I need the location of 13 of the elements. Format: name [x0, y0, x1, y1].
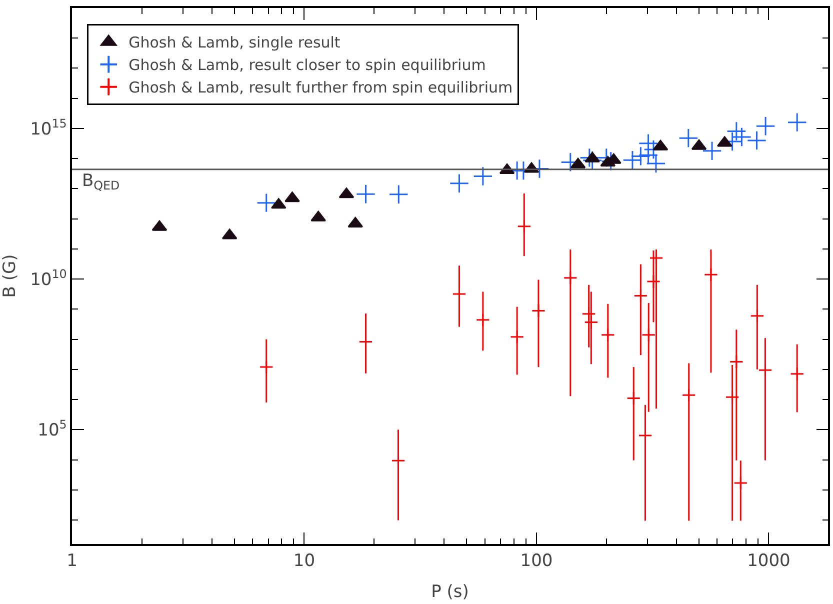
x-axis-title: P (s) [431, 582, 469, 602]
y-tick-label: 10$^{15}$ [30, 116, 67, 140]
legend-label: Ghosh & Lamb, single result [128, 34, 340, 52]
legend-label: Ghosh & Lamb, result closer to spin equilibrium [128, 56, 486, 74]
x-tick-label: 10 [293, 551, 316, 572]
x-tick-label: 1 [66, 551, 78, 572]
y-tick-label: 10$^{5}$ [38, 417, 67, 441]
x-tick-label: 1000 [747, 551, 790, 572]
ref-line-label: B$_{QED}$ [82, 171, 120, 193]
legend-label: Ghosh & Lamb, result further from spin equilibrium [128, 78, 513, 97]
y-axis-title: B (G) [0, 254, 20, 298]
x-tick-label: 100 [520, 551, 553, 572]
y-tick-label: 10$^{10}$ [30, 266, 67, 290]
